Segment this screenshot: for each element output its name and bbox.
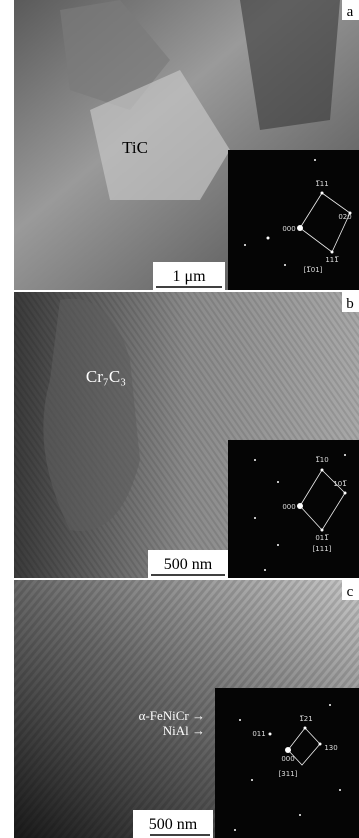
panel-b: b Cr₇C₃ 1̅10 101̅ 000 011̅ [111] 500 nm — [14, 292, 359, 578]
panel-c: c α-FeNiCr → NiAl → 1̅21 011 130 000 [31… — [14, 580, 359, 838]
panel-label: a — [347, 4, 354, 20]
spot-label: 011 — [252, 730, 265, 738]
figure: a TiC 1̅11 020 000 111̅ [1̅01] 1 μm b Cr… — [0, 0, 359, 838]
spot-label: 111̅ — [325, 256, 339, 264]
diffraction-inset — [215, 688, 359, 838]
spot-label: 1̅10 — [315, 456, 328, 464]
annotation: NiAl → — [163, 723, 205, 738]
spot-label: 130 — [324, 744, 337, 752]
scale-bar-label: 500 nm — [164, 556, 213, 573]
panel-label: b — [346, 296, 354, 312]
spot-label: 1̅21 — [299, 715, 312, 723]
scale-bar-label: 500 nm — [149, 816, 198, 833]
annotation: α-FeNiCr → — [139, 708, 205, 723]
zone-axis: [1̅01] — [304, 266, 323, 274]
panel-label: c — [347, 584, 354, 600]
spot-label: 020 — [338, 213, 351, 221]
zone-axis: [111] — [313, 545, 332, 553]
spot-label: 000 — [282, 225, 295, 233]
spot-label: 101̅ — [333, 480, 347, 488]
annotation: Cr₇C₃ — [86, 367, 126, 386]
spot-label: 011̅ — [315, 534, 329, 542]
spot-label: 000 — [282, 503, 295, 511]
panel-a: a TiC 1̅11 020 000 111̅ [1̅01] 1 μm — [14, 0, 359, 290]
spot-label: 1̅11 — [315, 180, 328, 188]
zone-axis: [311] — [279, 770, 298, 778]
annotation: TiC — [122, 138, 148, 157]
page: a TiC 1̅11 020 000 111̅ [1̅01] 1 μm b Cr… — [0, 0, 359, 838]
scale-bar-label: 1 μm — [172, 268, 206, 285]
spot-label: 000 — [281, 755, 294, 763]
